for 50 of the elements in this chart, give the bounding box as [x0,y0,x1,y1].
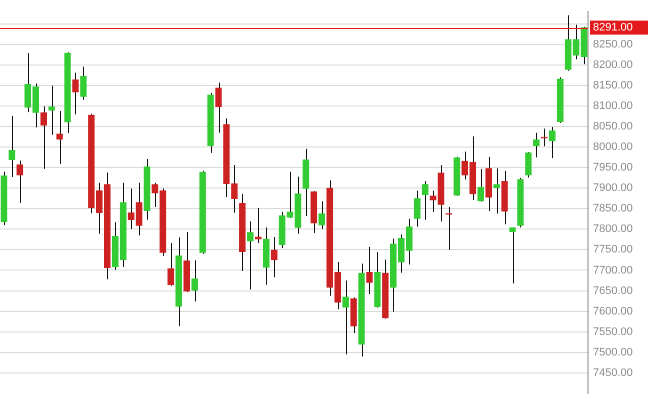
candlestick [246,220,254,290]
y-tick-label: 7800.00 [593,223,633,236]
candlestick [215,82,222,134]
candlestick [72,72,79,115]
y-tick-label: 7750.00 [593,244,633,256]
candlestick [477,168,484,202]
y-tick-label: 8050.00 [593,120,633,133]
candlestick [80,66,87,100]
candlestick [16,160,24,204]
ref-line-label: 8291.00 [593,22,633,34]
candlestick [525,152,532,178]
candlestick [128,188,134,230]
candlestick [430,190,436,212]
candlestick [270,236,278,278]
candlestick [168,242,174,286]
candlestick [342,280,349,355]
y-tick-label: 8100.00 [593,100,633,112]
candlestick [540,128,548,147]
y-tick-label: 8150.00 [593,80,633,92]
candlestick [56,110,63,164]
candlestick [286,171,294,219]
y-tick-label: 7550.00 [593,326,633,338]
y-tick-label: 7500.00 [593,346,633,358]
candlestick [422,180,428,220]
y-tick-label: 8000.00 [593,141,633,154]
y-tick-label: 7450.00 [593,366,633,379]
candlestick [366,246,373,295]
candlestick [191,260,198,302]
candlestick [231,164,238,214]
candlestick [254,207,262,244]
candlestick [318,200,326,230]
candlestick [152,182,158,208]
y-tick-label: 7850.00 [593,202,633,215]
candlestick [572,24,580,60]
y-tick-label: 7700.00 [593,264,633,276]
y-tick-label: 7650.00 [593,284,633,297]
y-tick-label: 7950.00 [593,162,633,174]
candlestick [40,106,48,170]
candlestick [493,168,500,214]
candlestick [414,190,420,228]
candlestick [548,126,556,159]
candlestick [136,182,142,236]
candlestick [8,115,16,178]
candlestick [48,85,55,136]
candlestick [533,132,540,158]
y-tick-label: 7900.00 [593,182,633,194]
candlestick [509,227,516,284]
y-tick-label: 8200.00 [593,59,633,71]
y-tick-label: 8250.00 [593,38,633,50]
y-tick-label: 7600.00 [593,305,633,318]
